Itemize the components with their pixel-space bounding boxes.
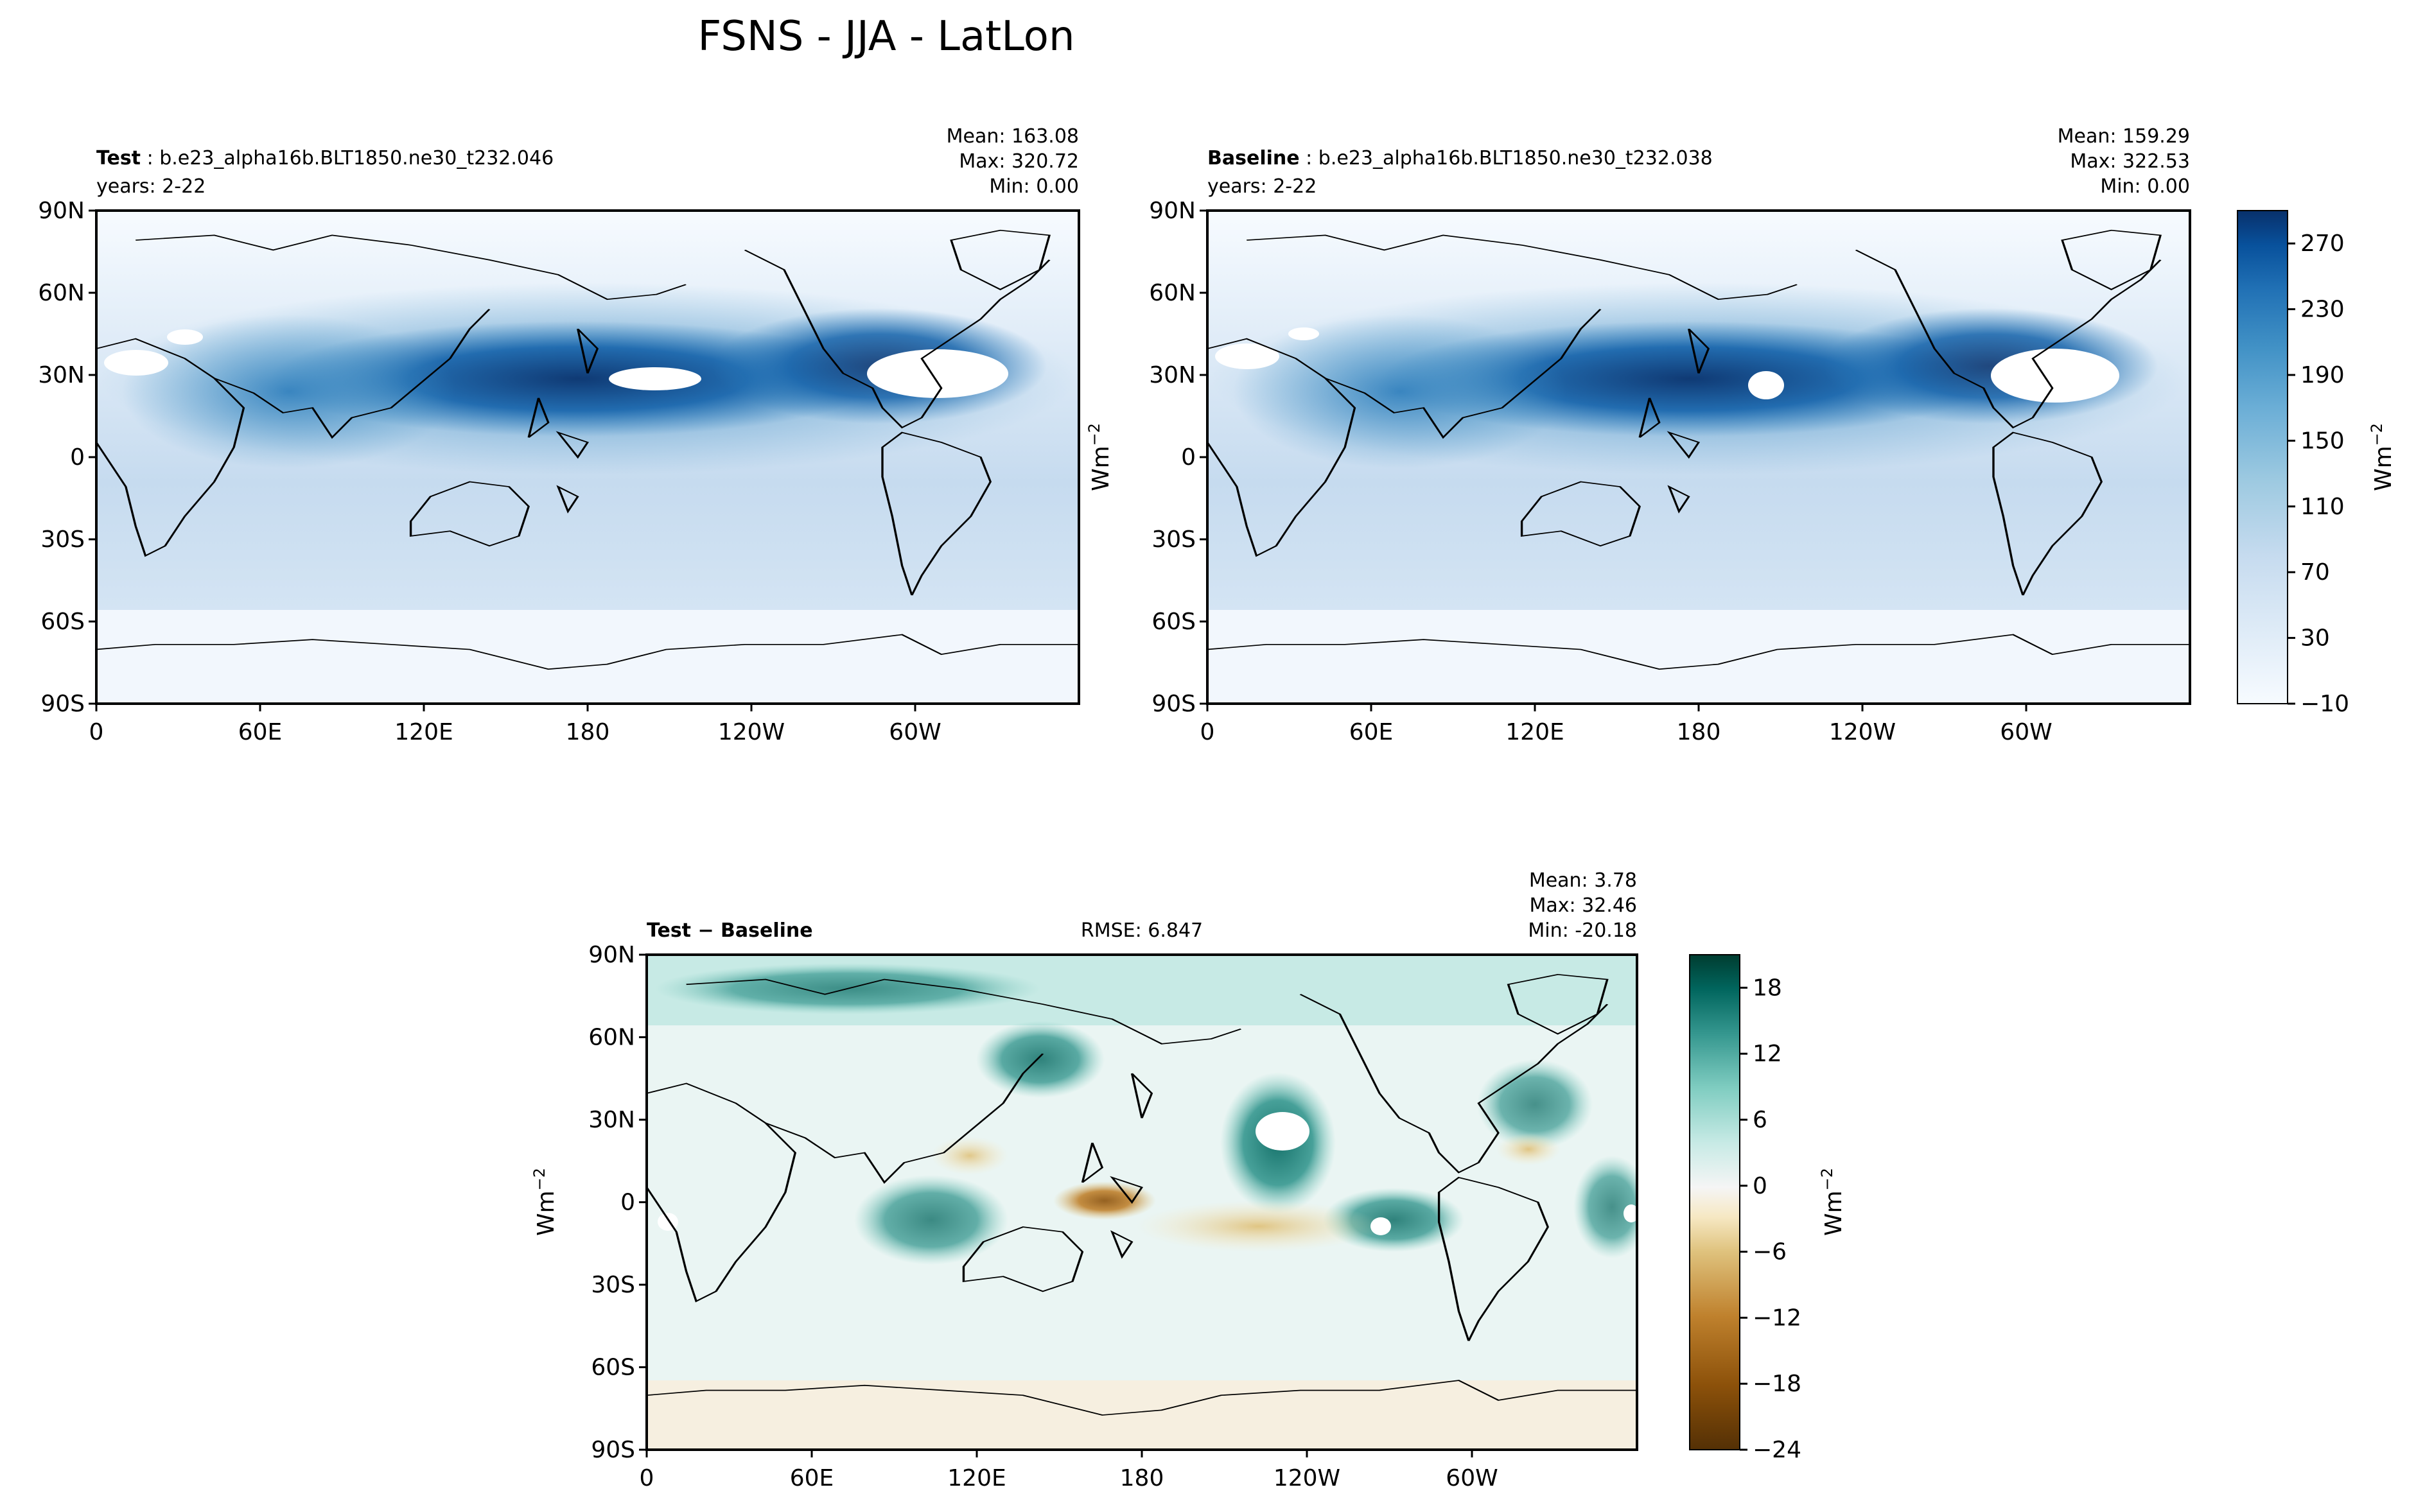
- baseline-ytick-label: 90N: [1149, 198, 1196, 224]
- test-xtick-label: 120E: [394, 719, 453, 745]
- test-ytick-label: 60N: [38, 280, 85, 306]
- svg-text:Baseline : b.e23_alpha16b.BLT1: Baseline : b.e23_alpha16b.BLT1850.ne30_t…: [1207, 147, 1713, 169]
- test-map-field: [96, 211, 1079, 704]
- test-ytick-label: 30N: [38, 362, 85, 388]
- colorbar-blues-tick-label: 230: [2300, 297, 2345, 323]
- diff-min: Min: -20.18: [1528, 919, 1637, 942]
- baseline-years: years: 2-22: [1207, 175, 1317, 198]
- colorbar-blues-tick-label: 270: [2300, 230, 2345, 257]
- baseline-xtick-label: 0: [1200, 719, 1215, 745]
- test-mean: Mean: 163.08: [947, 125, 1079, 148]
- baseline-xtick-label: 180: [1677, 719, 1721, 745]
- baseline-ytick-label: 30N: [1149, 362, 1196, 388]
- test-xtick-label: 0: [89, 719, 104, 745]
- baseline-title-bold: Baseline: [1207, 147, 1300, 169]
- baseline-ytick-label: 60N: [1149, 280, 1196, 306]
- baseline-case-name: b.e23_alpha16b.BLT1850.ne30_t232.038: [1318, 147, 1713, 169]
- diff-xtick-label: 0: [640, 1465, 654, 1491]
- colorbar-brbg-tick-label: −18: [1753, 1371, 1801, 1397]
- colorbar-blues-tick-label: 150: [2300, 428, 2345, 454]
- test-ytick-label: 0: [70, 444, 85, 471]
- diff-yticks: 90N 60N 30N 0 30S 60S 90S: [588, 942, 647, 1463]
- colorbar-blues-label: Wm−2: [2368, 423, 2397, 491]
- baseline-ytick-label: 60S: [1151, 609, 1196, 635]
- diff-xtick-label: 60W: [1446, 1465, 1498, 1491]
- diff-xtick-label: 180: [1120, 1465, 1164, 1491]
- colorbar-blues-ticks: 270 230 190 150 110 70 30 −10: [2288, 230, 2349, 717]
- diff-ytick-label: 90S: [591, 1437, 635, 1463]
- baseline-mean: Mean: 159.29: [2058, 125, 2190, 148]
- diff-mean: Mean: 3.78: [1529, 869, 1637, 892]
- test-ytick-label: 90N: [38, 198, 85, 224]
- test-title-bold: Test: [96, 147, 141, 169]
- baseline-yticks: 90N 60N 30N 0 30S 60S 90S: [1149, 198, 1207, 717]
- colorbar-blues-tick-label: 70: [2300, 559, 2330, 586]
- baseline-ytick-label: 30S: [1151, 526, 1196, 553]
- test-yticks: 90N 60N 30N 0 30S 60S 90S: [38, 198, 96, 717]
- test-max: Max: 320.72: [959, 150, 1079, 173]
- diff-rmse: RMSE: 6.847: [1081, 919, 1203, 942]
- figure-title: FSNS - JJA - LatLon: [698, 13, 1075, 60]
- test-xtick-label: 120W: [718, 719, 785, 745]
- test-xtick-label: 60E: [238, 719, 283, 745]
- diff-ytick-label: 60S: [591, 1355, 635, 1381]
- diff-ytick-label: 30S: [591, 1272, 635, 1298]
- colorbar-brbg-label: Wm−2: [1818, 1168, 1847, 1236]
- colorbar-brbg: [1689, 954, 1740, 1450]
- diff-map-field: [647, 955, 1637, 1450]
- test-ylabel: Wm−2: [1085, 423, 1114, 491]
- diff-xtick-label: 60E: [790, 1465, 834, 1491]
- colorbar-blues: [2237, 210, 2288, 704]
- panel-test: 90N 60N 30N 0 30S 60S 90S 0 60E 120E 180 120W 60W T…: [38, 125, 1114, 745]
- baseline-xtick-label: 60E: [1349, 719, 1394, 745]
- baseline-xtick-label: 60W: [2000, 719, 2052, 745]
- baseline-title-sep: :: [1300, 147, 1318, 169]
- baseline-min: Min: 0.00: [2100, 175, 2190, 198]
- svg-text:Test : b.e23_alpha16b.BLT1850.: Test : b.e23_alpha16b.BLT1850.ne30_t232.…: [96, 147, 554, 169]
- colorbar-brbg-tick-label: 0: [1753, 1173, 1767, 1199]
- colorbar-brbg-tick-label: 18: [1753, 975, 1782, 1001]
- colorbar-brbg-tick-label: −6: [1753, 1239, 1787, 1265]
- diff-ytick-label: 60N: [588, 1025, 635, 1051]
- colorbar-brbg-tick-label: 12: [1753, 1041, 1782, 1067]
- baseline-ytick-label: 0: [1181, 444, 1196, 471]
- test-xtick-label: 180: [566, 719, 610, 745]
- test-xticks: 0 60E 120E 180 120W 60W: [89, 704, 941, 745]
- diff-ylabel: Wm−2: [530, 1168, 559, 1236]
- test-ytick-label: 60S: [40, 609, 85, 635]
- baseline-max: Max: 322.53: [2070, 150, 2190, 173]
- diff-ytick-label: 90N: [588, 942, 635, 968]
- test-case-name: b.e23_alpha16b.BLT1850.ne30_t232.046: [159, 147, 554, 169]
- test-ytick-label: 90S: [40, 691, 85, 717]
- diff-title-bold: Test − Baseline: [647, 919, 813, 942]
- test-min: Min: 0.00: [989, 175, 1079, 198]
- test-title-sep: :: [141, 147, 159, 169]
- diff-ytick-label: 0: [620, 1190, 635, 1216]
- test-ytick-label: 30S: [40, 526, 85, 553]
- baseline-ytick-label: 90S: [1151, 691, 1196, 717]
- baseline-xtick-label: 120W: [1829, 719, 1896, 745]
- diff-xtick-label: 120E: [947, 1465, 1006, 1491]
- baseline-xtick-label: 120E: [1505, 719, 1564, 745]
- diff-max: Max: 32.46: [1529, 894, 1637, 917]
- colorbar-brbg-tick-label: −24: [1753, 1437, 1801, 1463]
- test-xtick-label: 60W: [889, 719, 941, 745]
- panel-baseline: 90N 60N 30N 0 30S 60S 90S 0 60E 120E 180 120W 60W B…: [1149, 125, 2397, 745]
- colorbar-brbg-tick-label: −12: [1753, 1305, 1801, 1331]
- diff-ytick-label: 30N: [588, 1107, 635, 1133]
- colorbar-blues-tick-label: 110: [2300, 494, 2345, 520]
- colorbar-brbg-ticks: 18 12 6 0 −6 −12 −18 −24: [1740, 975, 1801, 1463]
- test-years: years: 2-22: [96, 175, 206, 198]
- colorbar-blues-tick-label: 190: [2300, 362, 2345, 388]
- baseline-map-field: [1207, 211, 2190, 704]
- diff-xticks: 0 60E 120E 180 120W 60W: [640, 1450, 1498, 1491]
- colorbar-blues-tick-label: −10: [2300, 691, 2349, 717]
- colorbar-brbg-tick-label: 6: [1753, 1107, 1767, 1133]
- colorbar-blues-tick-label: 30: [2300, 625, 2330, 652]
- diff-xtick-label: 120W: [1274, 1465, 1340, 1491]
- baseline-xticks: 0 60E 120E 180 120W 60W: [1200, 704, 2053, 745]
